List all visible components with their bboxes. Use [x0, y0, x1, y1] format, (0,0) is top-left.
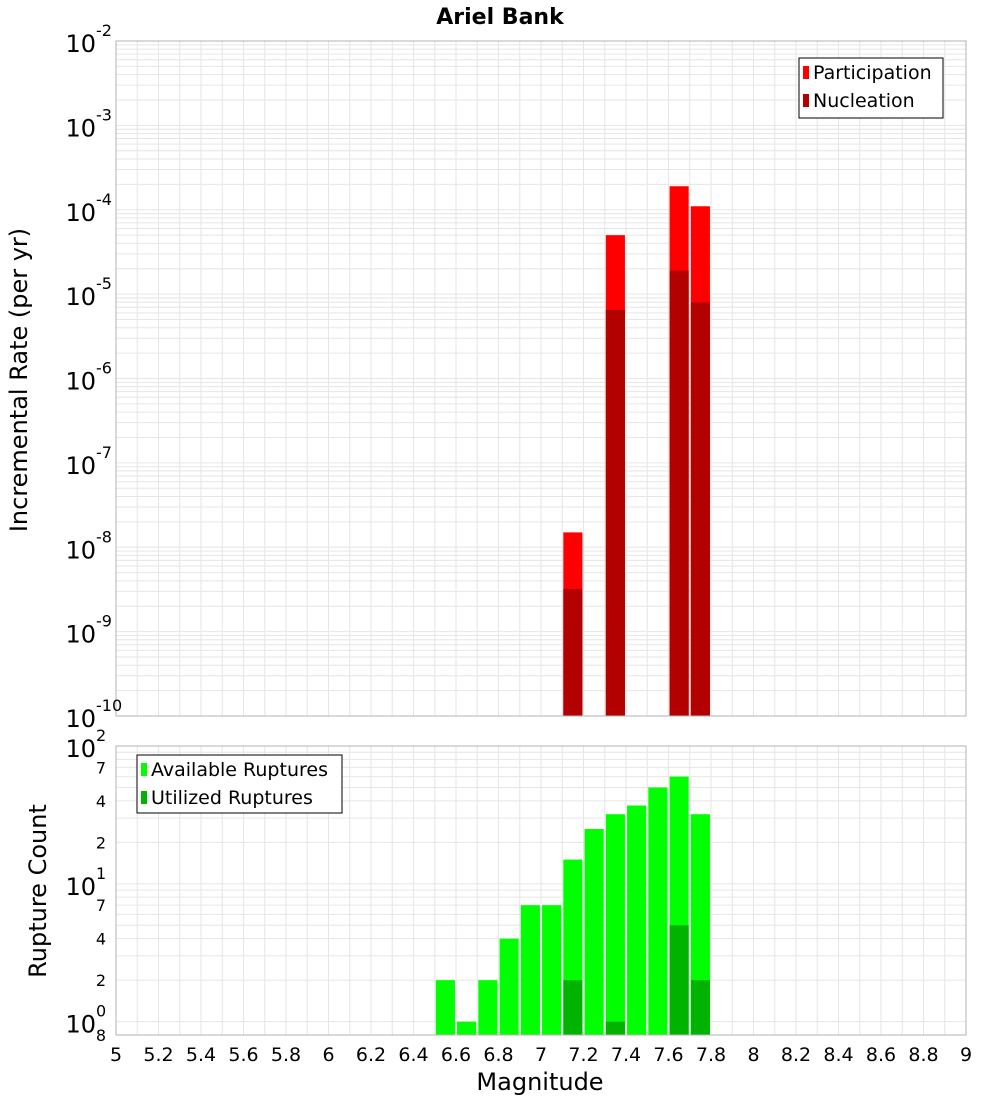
- x-tick-label: 8.8: [908, 1044, 938, 1066]
- x-tick-label: 6.8: [483, 1044, 513, 1066]
- y-tick-label: 10: [65, 536, 96, 564]
- incremental-rate-grid: [115, 41, 967, 717]
- y-minor-tick-label: 4: [96, 930, 106, 949]
- utilized-ruptures-bar: [669, 925, 689, 1035]
- y-tick-exponent: -7: [96, 443, 112, 462]
- y-tick-exponent: 1: [96, 864, 106, 883]
- y-tick-label: 10: [65, 368, 96, 396]
- legend-box: [798, 57, 944, 119]
- x-tick-label: 6.6: [441, 1044, 471, 1066]
- x-tick-label: 7: [535, 1044, 547, 1066]
- x-tick-label: 5: [110, 1044, 122, 1066]
- x-tick-label: 5.6: [228, 1044, 258, 1066]
- incremental-rate-bars: [563, 186, 710, 716]
- utilized-ruptures-bar: [690, 980, 710, 1035]
- nucleation-bar: [669, 270, 689, 716]
- incremental-rate-y-axis-title: Incremental Rate (per yr): [5, 228, 33, 532]
- y-tick-label: 10: [65, 1011, 96, 1039]
- legend-swatch-utilized: [141, 791, 147, 804]
- y-tick-exponent: -2: [96, 21, 112, 40]
- x-tick-label: 6: [322, 1044, 334, 1066]
- x-tick-label: 8: [747, 1044, 759, 1066]
- utilized-ruptures-bar: [605, 1021, 625, 1035]
- legend-swatch-available: [141, 763, 147, 776]
- y-minor-tick-label: 8: [96, 1026, 106, 1045]
- incremental-rate-panel: 10-210-310-410-510-610-710-810-910-10 In…: [5, 21, 967, 733]
- available-ruptures-bar: [690, 814, 710, 1035]
- y-tick-label: 10: [65, 705, 96, 733]
- y-tick-exponent: -5: [96, 274, 112, 293]
- x-tick-label: 9: [960, 1044, 972, 1066]
- available-ruptures-bar: [478, 980, 498, 1035]
- x-tick-label: 8.4: [823, 1044, 853, 1066]
- y-tick-exponent: -8: [96, 527, 112, 546]
- available-ruptures-bar: [584, 828, 604, 1035]
- y-tick-exponent: -4: [96, 190, 112, 209]
- x-tick-label: 8.6: [866, 1044, 896, 1066]
- y-minor-tick-label: 2: [96, 971, 106, 990]
- y-tick-label: 10: [65, 735, 96, 763]
- legend-label-utilized: Utilized Ruptures: [151, 787, 313, 809]
- available-ruptures-bar: [435, 980, 455, 1035]
- x-tick-label: 5.8: [271, 1044, 301, 1066]
- available-ruptures-bar: [605, 814, 625, 1035]
- legend-box: [136, 754, 343, 814]
- y-tick-exponent: 0: [96, 1002, 106, 1021]
- legend-swatch-nucleation: [803, 94, 809, 107]
- y-minor-tick-label: 2: [96, 833, 106, 852]
- y-tick-label: 10: [65, 452, 96, 480]
- x-tick-label: 5.4: [186, 1044, 216, 1066]
- y-tick-label: 10: [65, 283, 96, 311]
- magnitude-x-ticks: 5 5.2 5.4 5.6 5.8 6 6.2 6.4 6.6 6.8 7 7.2 7.4 7.6 7.8 8…: [110, 1044, 972, 1066]
- y-tick-exponent: -9: [96, 612, 112, 631]
- rupture-count-legend: Available Ruptures Utilized Ruptures: [136, 754, 343, 814]
- y-tick-label: 10: [65, 199, 96, 227]
- legend-swatch-participation: [803, 66, 809, 79]
- available-ruptures-bar: [499, 938, 519, 1035]
- x-tick-label: 6.2: [356, 1044, 386, 1066]
- chart-title: Ariel Bank: [436, 5, 565, 30]
- legend-label-nucleation: Nucleation: [813, 90, 915, 112]
- utilized-ruptures-bar: [563, 980, 583, 1035]
- incremental-rate-y-ticks: 10-210-310-410-510-610-710-810-910-10: [65, 21, 122, 733]
- available-ruptures-bar: [457, 1021, 477, 1035]
- x-tick-label: 7.4: [611, 1044, 641, 1066]
- legend-label-available: Available Ruptures: [151, 759, 328, 781]
- y-tick-exponent: -10: [96, 696, 122, 715]
- available-ruptures-bar: [627, 805, 647, 1035]
- y-minor-tick-label: 7: [96, 758, 106, 777]
- y-tick-label: 10: [65, 873, 96, 901]
- x-tick-label: 7.2: [568, 1044, 598, 1066]
- incremental-rate-legend: Participation Nucleation: [798, 57, 944, 119]
- y-tick-exponent: -6: [96, 359, 112, 378]
- y-tick-exponent: -3: [96, 105, 112, 124]
- nucleation-bar: [690, 302, 710, 716]
- incremental-rate-frame: [115, 40, 967, 717]
- x-tick-label: 7.8: [696, 1044, 726, 1066]
- legend-label-participation: Participation: [813, 62, 932, 84]
- x-axis-title: Magnitude: [476, 1068, 603, 1096]
- available-ruptures-bar: [648, 787, 668, 1035]
- available-ruptures-bar: [542, 905, 562, 1035]
- available-ruptures-bar: [520, 905, 540, 1035]
- y-minor-tick-label: 7: [96, 896, 106, 915]
- x-tick-label: 8.2: [781, 1044, 811, 1066]
- nucleation-bar: [563, 589, 583, 716]
- y-tick-label: 10: [65, 30, 96, 58]
- rupture-count-y-axis-title: Rupture Count: [24, 804, 52, 978]
- y-tick-label: 10: [65, 621, 96, 649]
- y-tick-exponent: 2: [96, 726, 106, 745]
- y-minor-tick-label: 4: [96, 792, 106, 811]
- nucleation-bar: [605, 309, 625, 716]
- rupture-count-frame: [115, 745, 967, 1036]
- rupture-count-bars: [435, 776, 710, 1035]
- y-tick-label: 10: [65, 114, 96, 142]
- x-tick-label: 7.6: [653, 1044, 683, 1066]
- x-tick-label: 5.2: [143, 1044, 173, 1066]
- x-tick-label: 6.4: [398, 1044, 428, 1066]
